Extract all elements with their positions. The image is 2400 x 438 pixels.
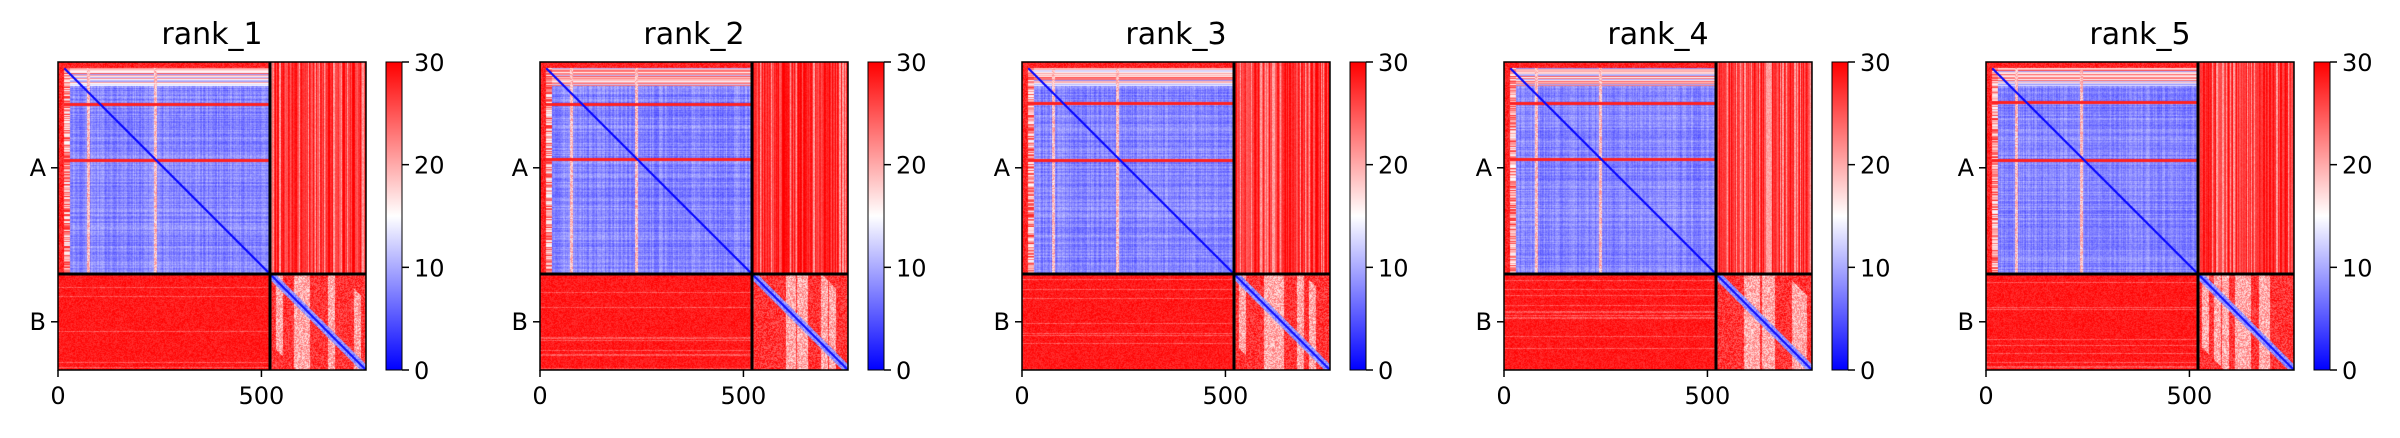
plot-frame — [1503, 61, 1813, 371]
colorbar-tick-label: 10 — [896, 254, 927, 282]
heatmap-panel: rank_4 0 500 A B 0 10 20 30 — [1476, 17, 1891, 410]
colorbar-tick-label: 10 — [2342, 254, 2373, 282]
heatmap-image — [540, 62, 848, 370]
colorbar-tick-label: 10 — [414, 254, 445, 282]
x-tick-label: 0 — [532, 382, 547, 410]
x-tick-label: 500 — [721, 382, 767, 410]
colorbar — [385, 61, 403, 371]
x-tick-label: 500 — [239, 382, 285, 410]
x-tick-label: 0 — [1496, 382, 1511, 410]
colorbar-tick-label: 30 — [896, 49, 927, 77]
x-tick-label: 500 — [1685, 382, 1731, 410]
colorbar-tick-label: 0 — [1378, 357, 1393, 385]
plot-frame — [1021, 61, 1331, 371]
panel-title: rank_2 — [643, 17, 744, 52]
x-tick-label: 500 — [2167, 382, 2213, 410]
x-tick-label: 0 — [1014, 382, 1029, 410]
colorbar-tick-label: 30 — [2342, 49, 2373, 77]
chain-label: B — [994, 308, 1010, 336]
colorbar — [1831, 61, 1849, 371]
x-tick-label: 0 — [1978, 382, 1993, 410]
colorbar-tick-label: 30 — [1860, 49, 1891, 77]
colorbar-tick-label: 20 — [1378, 152, 1409, 180]
chain-label: A — [1476, 154, 1493, 182]
colorbar-tick-label: 30 — [414, 49, 445, 77]
colorbar — [867, 61, 885, 371]
heatmap-image — [1986, 62, 2294, 370]
colorbar-tick-label: 0 — [1860, 357, 1875, 385]
plot-frame — [57, 61, 367, 371]
chain-label: A — [1958, 154, 1975, 182]
colorbar-tick-label: 20 — [896, 152, 927, 180]
heatmap-panel: rank_2 0 500 A B 0 10 20 30 — [512, 17, 927, 410]
heatmap-panel: rank_1 0 500 A B 0 10 20 30 — [30, 17, 445, 410]
heatmap-image — [1022, 62, 1330, 370]
colorbar-tick-label: 0 — [414, 357, 429, 385]
heatmap-image — [1504, 62, 1812, 370]
chain-label: B — [512, 308, 528, 336]
colorbar-tick-label: 10 — [1378, 254, 1409, 282]
panel-title: rank_5 — [2089, 17, 2190, 52]
heatmap-panel: rank_3 0 500 A B 0 10 20 30 — [994, 17, 1409, 410]
plot-frame — [539, 61, 849, 371]
colorbar-tick-label: 20 — [1860, 152, 1891, 180]
panel-title: rank_1 — [161, 17, 262, 52]
colorbar — [2313, 61, 2331, 371]
chain-label: A — [512, 154, 529, 182]
heatmap-panel: rank_5 0 500 A B 0 10 20 30 — [1958, 17, 2373, 410]
chain-label: B — [1476, 308, 1492, 336]
panel-title: rank_3 — [1125, 17, 1226, 52]
plot-frame — [1985, 61, 2295, 371]
x-tick-label: 500 — [1203, 382, 1249, 410]
chain-label: B — [30, 308, 46, 336]
colorbar-tick-label: 0 — [896, 357, 911, 385]
chain-label: A — [30, 154, 47, 182]
colorbar-tick-label: 0 — [2342, 357, 2357, 385]
colorbar-tick-label: 10 — [1860, 254, 1891, 282]
x-tick-label: 0 — [50, 382, 65, 410]
heatmap-image — [58, 62, 366, 370]
colorbar — [1349, 61, 1367, 371]
chain-label: A — [994, 154, 1011, 182]
colorbar-tick-label: 20 — [2342, 152, 2373, 180]
colorbar-tick-label: 20 — [414, 152, 445, 180]
colorbar-tick-label: 30 — [1378, 49, 1409, 77]
panel-title: rank_4 — [1607, 17, 1708, 52]
chain-label: B — [1958, 308, 1974, 336]
